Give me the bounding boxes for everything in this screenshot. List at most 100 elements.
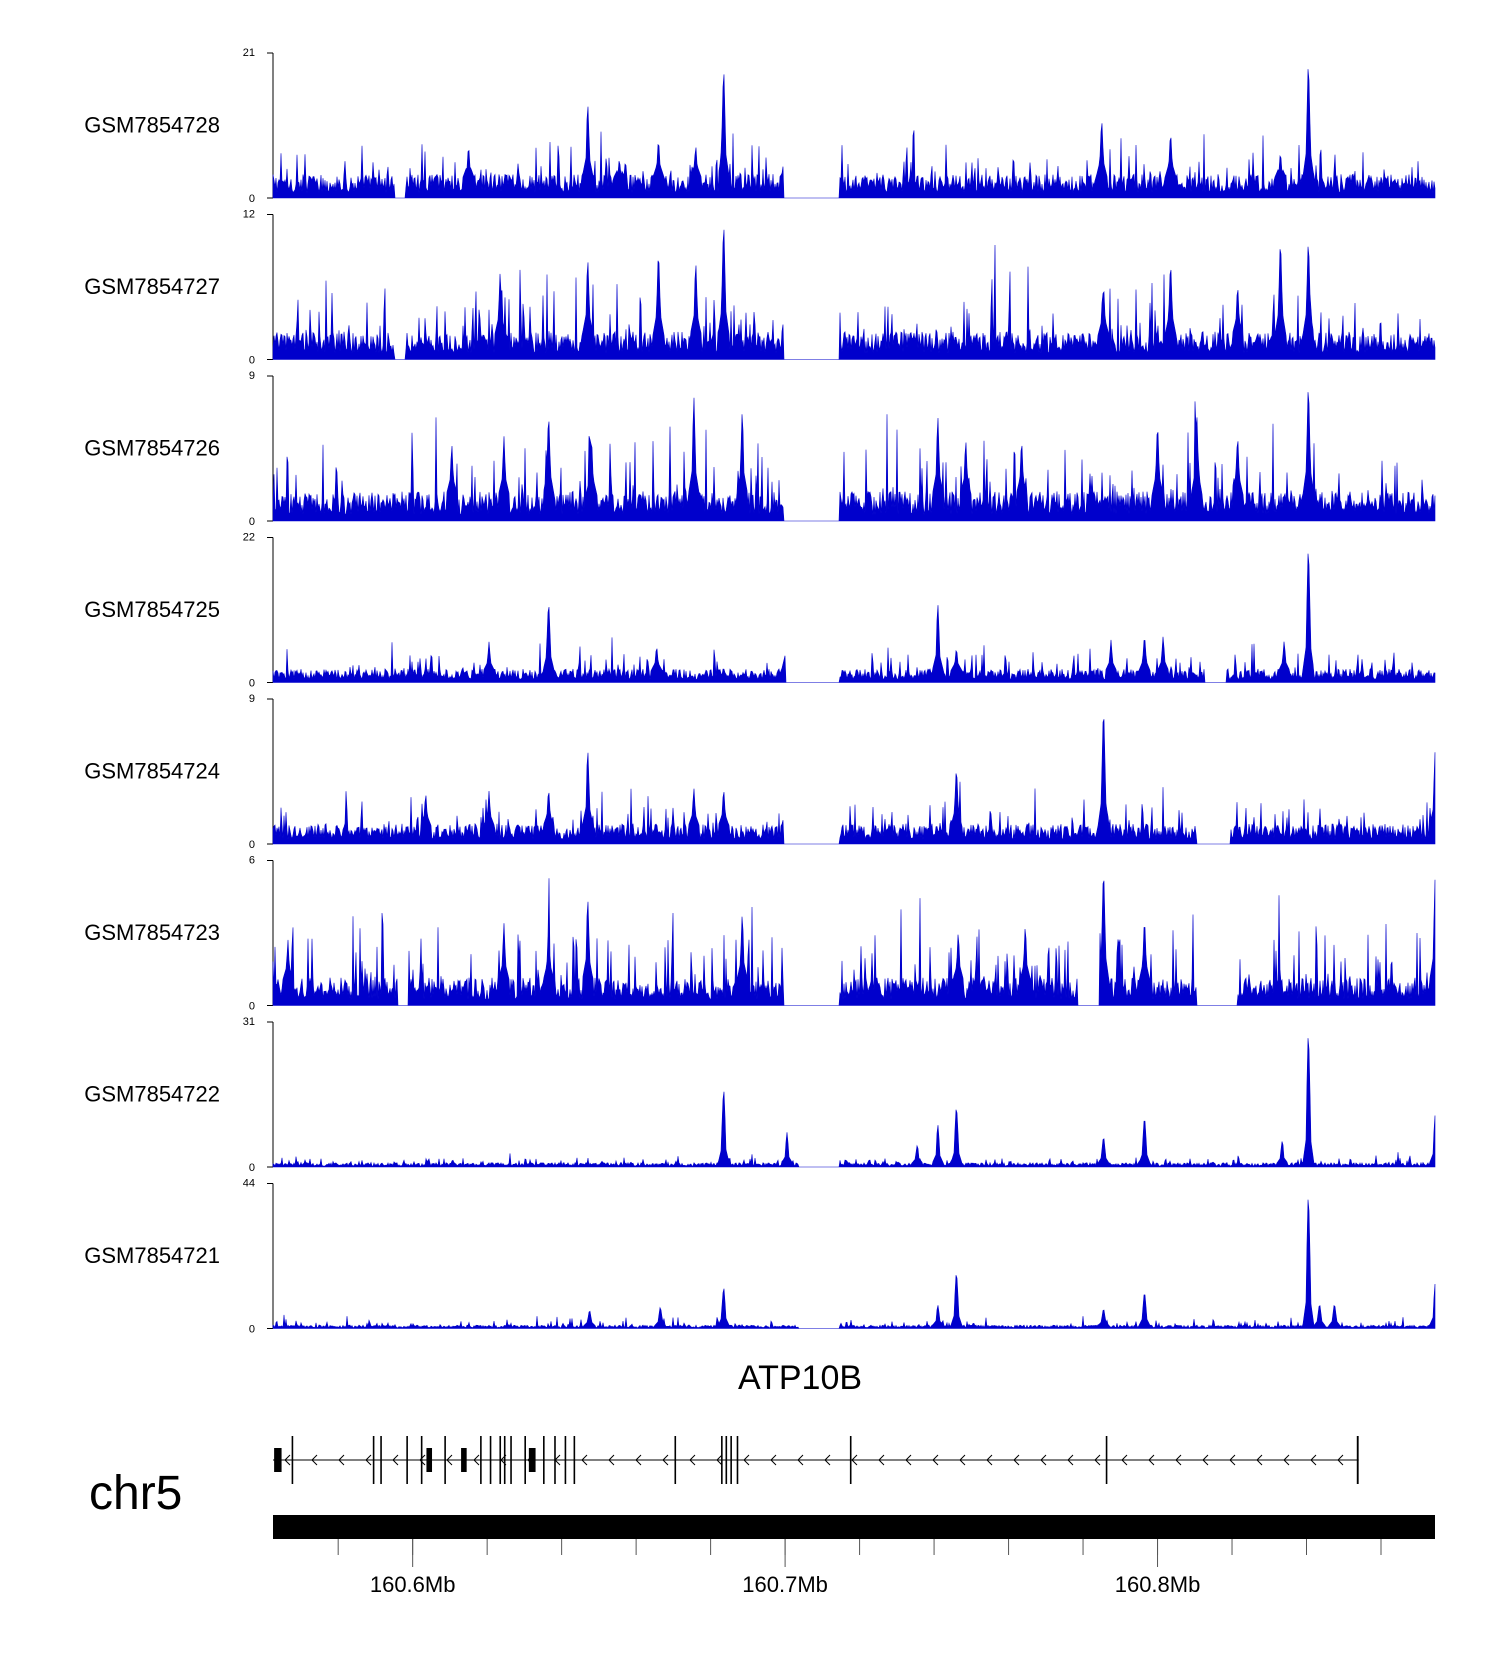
- strand-arrow: [1148, 1454, 1155, 1466]
- exon: [499, 1436, 502, 1484]
- strand-arrow: [1256, 1454, 1263, 1466]
- exon: [554, 1436, 556, 1484]
- exon: [1105, 1436, 1108, 1484]
- gene-name-label: ATP10B: [738, 1359, 862, 1397]
- strand-arrow: [1283, 1454, 1290, 1466]
- exon: [1356, 1436, 1359, 1484]
- y-min-label: 0: [249, 1001, 255, 1013]
- exon: [489, 1436, 492, 1484]
- genome-axis: chr5 160.6Mb 160.7Mb 160.8Mb: [89, 1467, 1435, 1597]
- strand-arrow: [635, 1454, 642, 1466]
- strand-arrow: [581, 1454, 588, 1466]
- y-min-label: 0: [249, 839, 255, 851]
- strand-arrow: [365, 1454, 372, 1466]
- y-max-label: 31: [243, 1016, 255, 1028]
- x-tick-label: 160.8Mb: [1115, 1572, 1201, 1597]
- y-max-label: 9: [249, 370, 255, 382]
- strand-arrow: [392, 1454, 399, 1466]
- coverage-area: [272, 553, 1436, 683]
- strand-arrow: [419, 1454, 426, 1466]
- strand-arrow: [797, 1454, 804, 1466]
- exon: [503, 1436, 506, 1484]
- track-label: GSM7854722: [84, 1082, 220, 1107]
- strand-arrow: [1013, 1454, 1020, 1466]
- y-max-label: 6: [249, 855, 255, 867]
- strand-arrow: [284, 1454, 291, 1466]
- chromosome-bar: [273, 1515, 1435, 1539]
- y-max-label: 22: [243, 532, 255, 544]
- strand-arrow: [986, 1454, 993, 1466]
- coverage-area: [272, 392, 1436, 522]
- strand-arrow: [905, 1454, 912, 1466]
- coverage-track: GSM7854724 9 0: [84, 693, 1436, 851]
- exon: [725, 1436, 728, 1484]
- strand-arrow: [608, 1454, 615, 1466]
- coverage-tracks: GSM7854728210GSM7854727120GSM785472690GS…: [84, 47, 1436, 1336]
- coverage-track: GSM7854725 22 0: [84, 532, 1436, 690]
- track-label: GSM7854723: [84, 920, 220, 945]
- exon: [291, 1436, 294, 1484]
- exon: [461, 1448, 467, 1472]
- strand-arrow: [1067, 1454, 1074, 1466]
- x-tick-label: 160.6Mb: [370, 1572, 456, 1597]
- exon: [736, 1436, 739, 1484]
- exon: [426, 1448, 433, 1472]
- exon: [510, 1436, 512, 1484]
- y-max-label: 21: [243, 47, 255, 59]
- y-max-label: 9: [249, 693, 255, 705]
- exon: [480, 1436, 482, 1484]
- y-min-label: 0: [249, 355, 255, 367]
- strand-arrow: [1337, 1454, 1344, 1466]
- coverage-area: [272, 229, 1436, 360]
- chromosome-label: chr5: [89, 1467, 182, 1520]
- strand-arrow: [338, 1454, 345, 1466]
- strand-arrow: [1202, 1454, 1209, 1466]
- exon: [573, 1436, 576, 1484]
- exon: [406, 1436, 408, 1484]
- track-label: GSM7854721: [84, 1243, 220, 1268]
- exon: [274, 1448, 282, 1472]
- strand-arrow: [1175, 1454, 1182, 1466]
- strand-arrow: [446, 1454, 453, 1466]
- exon: [372, 1436, 375, 1484]
- exon: [543, 1436, 545, 1484]
- exon: [524, 1436, 526, 1484]
- strand-arrow: [311, 1454, 318, 1466]
- coverage-area: [272, 1199, 1436, 1329]
- exon: [528, 1448, 536, 1472]
- coverage-area: [272, 69, 1436, 199]
- y-min-label: 0: [249, 1324, 255, 1336]
- strand-arrow: [878, 1454, 885, 1466]
- exon: [730, 1436, 732, 1484]
- strand-arrow: [1040, 1454, 1047, 1466]
- exon: [380, 1436, 382, 1484]
- y-min-label: 0: [249, 678, 255, 690]
- y-max-label: 12: [243, 209, 255, 221]
- strand-arrow: [1121, 1454, 1128, 1466]
- y-min-label: 0: [249, 516, 255, 528]
- strand-arrow: [1229, 1454, 1236, 1466]
- exon: [674, 1436, 677, 1484]
- strand-arrow: [824, 1454, 831, 1466]
- y-min-label: 0: [249, 193, 255, 205]
- coverage-track: GSM7854722 31 0: [84, 1016, 1436, 1174]
- gene-model: [273, 1436, 1359, 1484]
- exon: [721, 1436, 723, 1484]
- strand-arrow: [770, 1454, 777, 1466]
- strand-arrow: [662, 1454, 669, 1466]
- exon: [564, 1436, 567, 1484]
- coverage-track: GSM7854721 44 0: [84, 1178, 1436, 1336]
- coverage-track: GSM7854723 6 0: [84, 855, 1436, 1013]
- track-label: GSM7854727: [84, 274, 220, 299]
- coverage-track: GSM7854728 21 0: [84, 47, 1436, 205]
- coverage-track: GSM7854727 12 0: [84, 209, 1436, 367]
- gene-track: ATP10B: [273, 1359, 1359, 1484]
- exon: [420, 1436, 423, 1484]
- coverage-track: GSM7854726 9 0: [84, 370, 1436, 528]
- track-label: GSM7854726: [84, 436, 220, 461]
- coverage-area: [272, 878, 1436, 1006]
- x-tick-label: 160.7Mb: [742, 1572, 828, 1597]
- coverage-area: [272, 1038, 1436, 1168]
- track-label: GSM7854724: [84, 759, 220, 784]
